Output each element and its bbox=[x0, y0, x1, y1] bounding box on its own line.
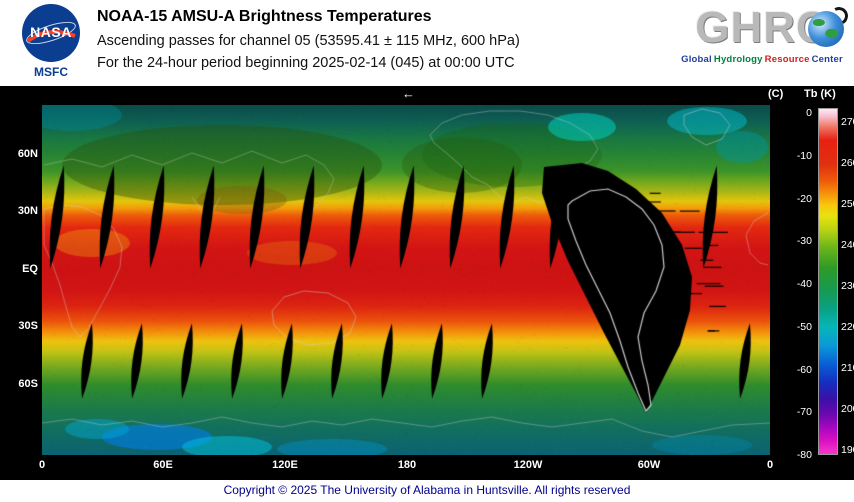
subtitle-channel: Ascending passes for channel 05 (53595.4… bbox=[97, 33, 520, 49]
lat-label-30n: 30N bbox=[0, 205, 38, 217]
ghrc-tagline-word: Hydrology bbox=[714, 54, 763, 65]
lat-label-30s: 30S bbox=[0, 320, 38, 332]
cb-label-k-200: 200 bbox=[841, 403, 854, 415]
brightness-temperature-map bbox=[42, 105, 770, 455]
ghrc-logo: GHRC Global Hydrology Resource Center bbox=[676, 3, 848, 65]
colorbar-unit-kelvin: Tb (K) bbox=[804, 88, 836, 100]
nasa-wordmark: NASA bbox=[22, 24, 80, 40]
cb-label-c-30: -30 bbox=[778, 235, 812, 247]
lat-label-60n: 60N bbox=[0, 148, 38, 160]
title-block: NOAA-15 AMSU-A Brightness Temperatures A… bbox=[97, 8, 520, 77]
map-panel: 60N 30N EQ 30S 60S ← 0 60E 120E 180 120W… bbox=[0, 86, 854, 480]
lon-label-0-left: 0 bbox=[18, 459, 66, 471]
lon-label-60e: 60E bbox=[139, 459, 187, 471]
cb-label-c-10: -10 bbox=[778, 150, 812, 162]
nasa-center-label: MSFC bbox=[12, 65, 90, 79]
lon-label-120e: 120E bbox=[261, 459, 309, 471]
page-title: NOAA-15 AMSU-A Brightness Temperatures bbox=[97, 8, 520, 26]
cb-label-k-240: 240 bbox=[841, 239, 854, 251]
page: NASA MSFC NOAA-15 AMSU-A Brightness Temp… bbox=[0, 0, 854, 502]
cb-label-k-210: 210 bbox=[841, 362, 854, 374]
cb-label-k-190: 190 bbox=[841, 444, 854, 456]
cb-label-c-40: -40 bbox=[778, 278, 812, 290]
lat-label-eq: EQ bbox=[0, 263, 38, 275]
cb-label-c-0: 0 bbox=[778, 107, 812, 119]
cb-label-c-50: -50 bbox=[778, 321, 812, 333]
cb-label-k-230: 230 bbox=[841, 280, 854, 292]
globe-arm-icon bbox=[828, 5, 850, 27]
colorbar bbox=[818, 108, 838, 455]
nasa-meatball-icon: NASA bbox=[22, 4, 80, 62]
cb-label-c-60: -60 bbox=[778, 364, 812, 376]
ghrc-tagline-word: Center bbox=[812, 54, 843, 65]
cb-label-k-260: 260 bbox=[841, 157, 854, 169]
cb-label-k-250: 250 bbox=[841, 198, 854, 210]
ghrc-acronym: GHRC bbox=[676, 3, 848, 53]
subtitle-period: For the 24-hour period beginning 2025-02… bbox=[97, 55, 520, 71]
orbit-direction-arrow-icon: ← bbox=[402, 86, 415, 101]
cb-label-c-70: -70 bbox=[778, 406, 812, 418]
cb-label-c-20: -20 bbox=[778, 193, 812, 205]
ghrc-tagline-word: Global bbox=[681, 54, 712, 65]
globe-icon bbox=[808, 11, 844, 47]
colorbar-unit-celsius: (C) bbox=[768, 88, 783, 100]
ghrc-tagline-word: Resource bbox=[765, 54, 810, 65]
lon-label-60w: 60W bbox=[625, 459, 673, 471]
cb-label-k-220: 220 bbox=[841, 321, 854, 333]
header: NASA MSFC NOAA-15 AMSU-A Brightness Temp… bbox=[0, 0, 854, 86]
nasa-logo: NASA MSFC bbox=[12, 2, 90, 79]
lat-label-60s: 60S bbox=[0, 378, 38, 390]
copyright-text: Copyright © 2025 The University of Alaba… bbox=[0, 480, 854, 500]
cb-label-c-80: -80 bbox=[778, 449, 812, 461]
footer: Copyright © 2025 The University of Alaba… bbox=[0, 480, 854, 502]
lon-label-180: 180 bbox=[383, 459, 431, 471]
lon-label-120w: 120W bbox=[504, 459, 552, 471]
cb-label-k-270: 270 bbox=[841, 116, 854, 128]
ghrc-tagline: Global Hydrology Resource Center bbox=[676, 54, 848, 65]
